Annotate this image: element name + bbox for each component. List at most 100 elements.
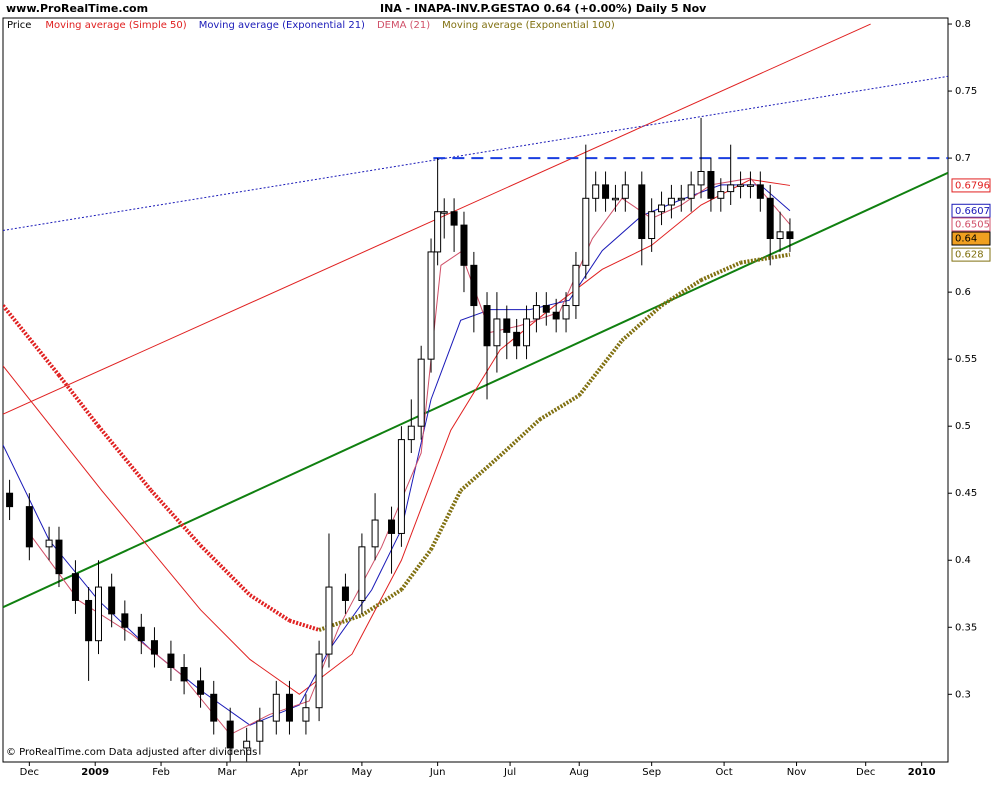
candle-body: [25, 506, 33, 548]
candle-body: [6, 492, 14, 508]
legend-label: Moving average (Simple 50): [45, 20, 186, 31]
last-value-label: 0.628: [955, 250, 984, 261]
candle-body: [197, 680, 205, 695]
legend-label: Moving average (Exponential 100): [442, 20, 615, 31]
candle-body: [272, 693, 280, 722]
y-tick-label: 0.75: [955, 86, 977, 97]
candle-body: [493, 318, 501, 347]
candle-body: [687, 184, 695, 199]
last-price-label: 0.64: [955, 234, 977, 245]
trendline: [3, 75, 948, 231]
x-tick-label: Feb: [152, 767, 170, 778]
candle-body: [94, 586, 102, 642]
candle-body: [483, 305, 491, 347]
legend-label: Price: [7, 20, 31, 31]
candle-body: [697, 170, 705, 186]
last-value-label: 0.6607: [955, 206, 990, 217]
candle-body: [167, 653, 175, 668]
candle-body: [562, 305, 570, 320]
chart-title: INA - INAPA-INV.P.GESTAO 0.64 (+0.00%) D…: [380, 2, 707, 15]
candle-body: [45, 539, 53, 548]
moving-average-segment: [577, 339, 624, 397]
candle-body: [572, 264, 580, 307]
candle-body: [371, 519, 379, 548]
last-value-label-box: [951, 178, 991, 193]
candle-body: [602, 184, 610, 199]
candle-body: [717, 191, 725, 199]
candle-body: [397, 439, 405, 534]
candle-body: [210, 693, 218, 722]
y-tick-label: 0.55: [955, 354, 977, 365]
candle-body: [513, 331, 521, 347]
candle-body: [315, 653, 323, 709]
candle-body: [285, 693, 293, 722]
x-tick-label: Oct: [715, 767, 732, 778]
candle-body: [85, 599, 93, 642]
candle-body: [542, 305, 550, 313]
candle-body: [737, 184, 745, 187]
moving-average-segment: [660, 278, 703, 308]
candle-body: [727, 184, 735, 193]
y-tick-label: 0.35: [955, 622, 977, 633]
last-value-label-box: [951, 203, 991, 218]
moving-average-segment: [199, 544, 252, 597]
candle-body: [450, 211, 458, 226]
x-tick-label: May: [352, 767, 373, 778]
candle-body: [621, 184, 629, 199]
candle-body: [766, 197, 774, 240]
candle-body: [440, 211, 448, 214]
candle-body: [611, 197, 619, 201]
candle-body: [71, 573, 79, 601]
last-value-label: 0.6505: [955, 219, 990, 230]
y-tick-label: 0.8: [955, 19, 971, 30]
x-tick-label: Sep: [642, 767, 661, 778]
y-tick-label: 0.4: [955, 555, 971, 566]
candle-body: [460, 224, 468, 266]
moving-average-segment: [429, 489, 463, 551]
candle-body: [592, 184, 600, 199]
footer: © ProRealTime.com Data adjusted after di…: [6, 747, 257, 758]
candle-body: [150, 640, 158, 655]
moving-average-segment: [538, 393, 581, 422]
candle-body: [226, 720, 234, 749]
y-tick-label: 0.7: [955, 153, 971, 164]
site-name: www.ProRealTime.com: [6, 2, 148, 15]
x-tick-label: Mar: [217, 767, 237, 778]
legend-label: Moving average (Exponential 21): [199, 20, 365, 31]
candle-body: [677, 197, 685, 201]
x-tick-label: 2009: [81, 767, 109, 778]
candle-body: [756, 184, 764, 199]
candle-body: [137, 626, 145, 642]
candle-body: [256, 720, 264, 742]
candle-body: [407, 425, 415, 441]
candle-body: [582, 197, 590, 266]
candle-body: [108, 586, 116, 615]
candle-body: [325, 586, 333, 655]
candle-body: [786, 231, 794, 240]
last-value-label-box: [951, 217, 991, 232]
legend-label: DEMA (21): [377, 20, 430, 31]
candle-body: [552, 311, 560, 320]
moving-average: [3, 179, 791, 695]
candle-body: [638, 184, 646, 240]
x-tick-label: Jun: [429, 767, 446, 778]
candle-body: [358, 546, 366, 601]
moving-average-segment: [399, 548, 433, 591]
candle-body: [388, 519, 396, 534]
candle-body: [648, 211, 656, 240]
axes: 0.8 0.75 0.7 0.6 0.55 0.5 0.45 0.4 0.35 0.3 Dec 200…: [20, 19, 991, 778]
last-price-label-box: [951, 231, 991, 246]
candle-body: [667, 197, 675, 206]
moving-average-segment: [288, 618, 320, 632]
last-value-label: 0.6796: [955, 180, 990, 191]
candle-body: [243, 740, 251, 749]
moving-average-segment: [3, 304, 61, 377]
moving-average-segment: [248, 593, 291, 623]
moving-average-segment: [149, 489, 203, 547]
moving-average-segment: [459, 454, 502, 493]
plot-area: © ProRealTime.com Data adjusted after di…: [3, 23, 948, 762]
candle-body: [341, 586, 349, 601]
x-tick-label: Jul: [503, 767, 516, 778]
candle-body: [523, 318, 531, 347]
last-value-label-box: [951, 247, 991, 262]
